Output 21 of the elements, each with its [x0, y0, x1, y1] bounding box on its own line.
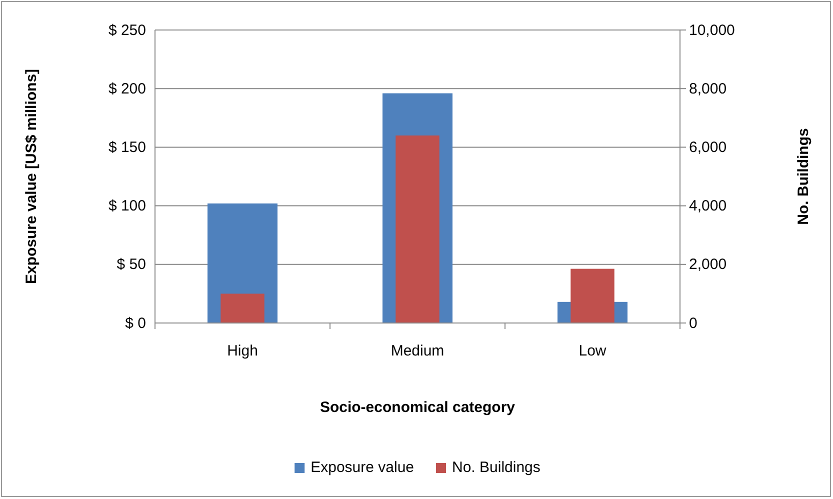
legend-label: Exposure value — [310, 459, 414, 476]
legend-label: No. Buildings — [452, 459, 540, 476]
y-tick-label: $ 50 — [116, 256, 146, 274]
x-tick-label: Medium — [390, 342, 444, 360]
y2-tick-label: 6,000 — [689, 139, 727, 156]
y-axis-title: Exposure value [US$ millions] — [23, 68, 40, 284]
bar — [220, 294, 264, 323]
x-axis-title: Socio-economical category — [320, 399, 516, 416]
y2-tick-label: 8,000 — [689, 80, 727, 98]
y-tick-label: $ 150 — [108, 139, 146, 156]
y2-tick-label: 4,000 — [689, 198, 727, 215]
y-tick-label: $ 200 — [108, 80, 146, 98]
x-tick-label: Low — [578, 342, 606, 360]
y-tick-label: $ 100 — [108, 198, 146, 215]
y-tick-label: $ 250 — [108, 22, 146, 39]
y2-tick-label: 0 — [689, 314, 698, 332]
x-tick-label: High — [227, 342, 258, 360]
y2-tick-label: 10,000 — [689, 22, 735, 39]
y2-axis-title: No. Buildings — [795, 128, 812, 225]
y-tick-label: $ 0 — [125, 314, 146, 332]
y2-tick-label: 2,000 — [689, 256, 727, 274]
